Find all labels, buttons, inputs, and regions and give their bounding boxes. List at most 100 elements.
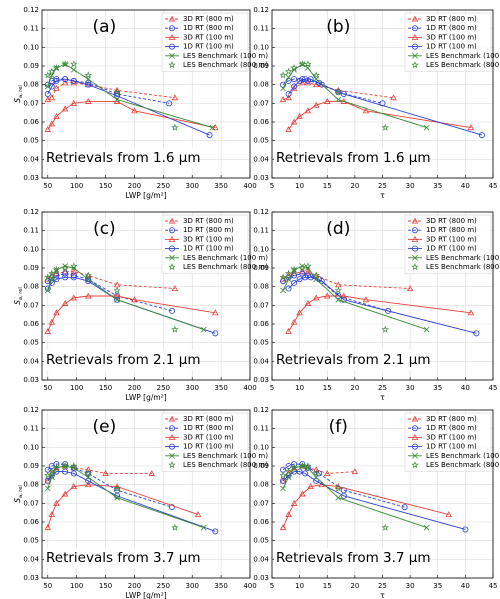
marker [307, 274, 314, 281]
marker [312, 81, 320, 88]
marker [291, 461, 298, 468]
marker [467, 124, 475, 131]
legend-label: 3D RT (100 m) [426, 33, 477, 41]
frame [271, 211, 494, 381]
y-tick-label: 0.08 [23, 283, 39, 291]
marker [70, 66, 77, 73]
marker [299, 490, 306, 497]
marker [290, 63, 298, 72]
marker [304, 268, 312, 275]
x-tick-label: 15 [323, 182, 332, 190]
marker [48, 269, 56, 277]
marker [171, 123, 179, 131]
marker [113, 483, 121, 490]
x-tick-label: 350 [214, 182, 227, 190]
marker [284, 269, 293, 277]
marker [362, 107, 370, 114]
series-line [47, 78, 210, 136]
marker [62, 270, 69, 277]
y-tick-label: 0.04 [253, 555, 269, 563]
x-tick-label: 350 [214, 582, 227, 590]
legend-label: 3D RT (100 m) [183, 235, 234, 243]
marker [84, 292, 92, 299]
series-line [288, 295, 471, 332]
marker [334, 286, 343, 294]
legend-label: LES Benchmark (800 m) [183, 61, 268, 69]
legend-label: 1D RT (800 m) [183, 24, 234, 32]
marker [291, 76, 298, 83]
marker [381, 523, 389, 531]
y-tick-label: 0.10 [253, 43, 269, 51]
legend-box [161, 412, 249, 472]
x-tick-label: 10 [295, 582, 304, 590]
y-tick-label: 0.07 [23, 301, 39, 309]
marker [299, 461, 306, 468]
marker [285, 276, 292, 283]
legend-label: 3D RT (800 m) [183, 415, 234, 423]
x-tick-label: 150 [99, 182, 112, 190]
y-tick-label: 0.05 [253, 537, 269, 545]
legend-marker [411, 443, 418, 450]
marker [212, 528, 219, 535]
marker [168, 307, 175, 314]
marker [70, 483, 78, 490]
marker [280, 477, 287, 484]
marker [62, 76, 69, 83]
legend-label: 1D RT (100 m) [183, 43, 234, 51]
x-tick-label: 5 [270, 182, 274, 190]
marker [340, 492, 347, 499]
y-tick-label: 0.04 [23, 155, 39, 163]
y-tick-label: 0.10 [23, 245, 39, 253]
marker [70, 274, 77, 281]
marker [61, 79, 69, 86]
annotation-bg [44, 548, 194, 568]
y-tick-label: 0.09 [253, 462, 269, 470]
legend-label: LES Benchmark (800 m) [426, 263, 500, 271]
marker [323, 98, 331, 104]
marker [61, 105, 69, 112]
legend-marker [411, 415, 419, 422]
marker [114, 296, 121, 303]
frame [41, 9, 251, 179]
x-tick-label: 30 [406, 182, 415, 190]
x-axis-label: τ [380, 591, 385, 599]
marker [114, 487, 121, 494]
marker [299, 462, 306, 469]
x-tick-label: 350 [214, 384, 227, 392]
x-tick-label: 15 [323, 384, 332, 392]
x-tick-label: 150 [99, 384, 112, 392]
legend-marker [411, 425, 418, 432]
annotation-bg [44, 350, 194, 370]
marker [312, 101, 320, 108]
marker [84, 466, 92, 473]
marker [44, 328, 52, 334]
annotation-bg [44, 148, 194, 168]
marker [212, 124, 219, 131]
legend-label: 1D RT (800 m) [426, 226, 477, 234]
legend-label: LES Benchmark (100 m) [183, 452, 268, 460]
x-axis-label: LWP [g/m²] [125, 591, 166, 599]
marker [53, 77, 60, 84]
panel: 0.03 0.04 0.05 0.06 0.07 0.08 0.09 0.10 0.11 0.12… [13, 208, 268, 402]
marker [312, 469, 320, 477]
marker [323, 292, 331, 299]
y-tick-label: 0.06 [253, 118, 269, 126]
series-line [47, 295, 216, 332]
marker [280, 287, 286, 294]
marker [285, 328, 292, 334]
x-tick-label: 5 [270, 582, 274, 590]
plot-marks [44, 461, 219, 535]
marker [44, 485, 51, 492]
x-tick-label: 50 [43, 384, 52, 392]
marker [334, 88, 343, 96]
legend-label: LES Benchmark (100 m) [426, 452, 500, 460]
legend-marker [411, 433, 419, 440]
legend-label: 3D RT (100 m) [426, 433, 477, 441]
legend-marker [168, 33, 176, 40]
panel-label: (c) [93, 219, 116, 239]
legend-label: 1D RT (800 m) [426, 424, 477, 432]
legend-marker [411, 217, 419, 224]
marker [53, 461, 60, 468]
marker [279, 71, 287, 79]
x-tick-label: 250 [157, 582, 170, 590]
